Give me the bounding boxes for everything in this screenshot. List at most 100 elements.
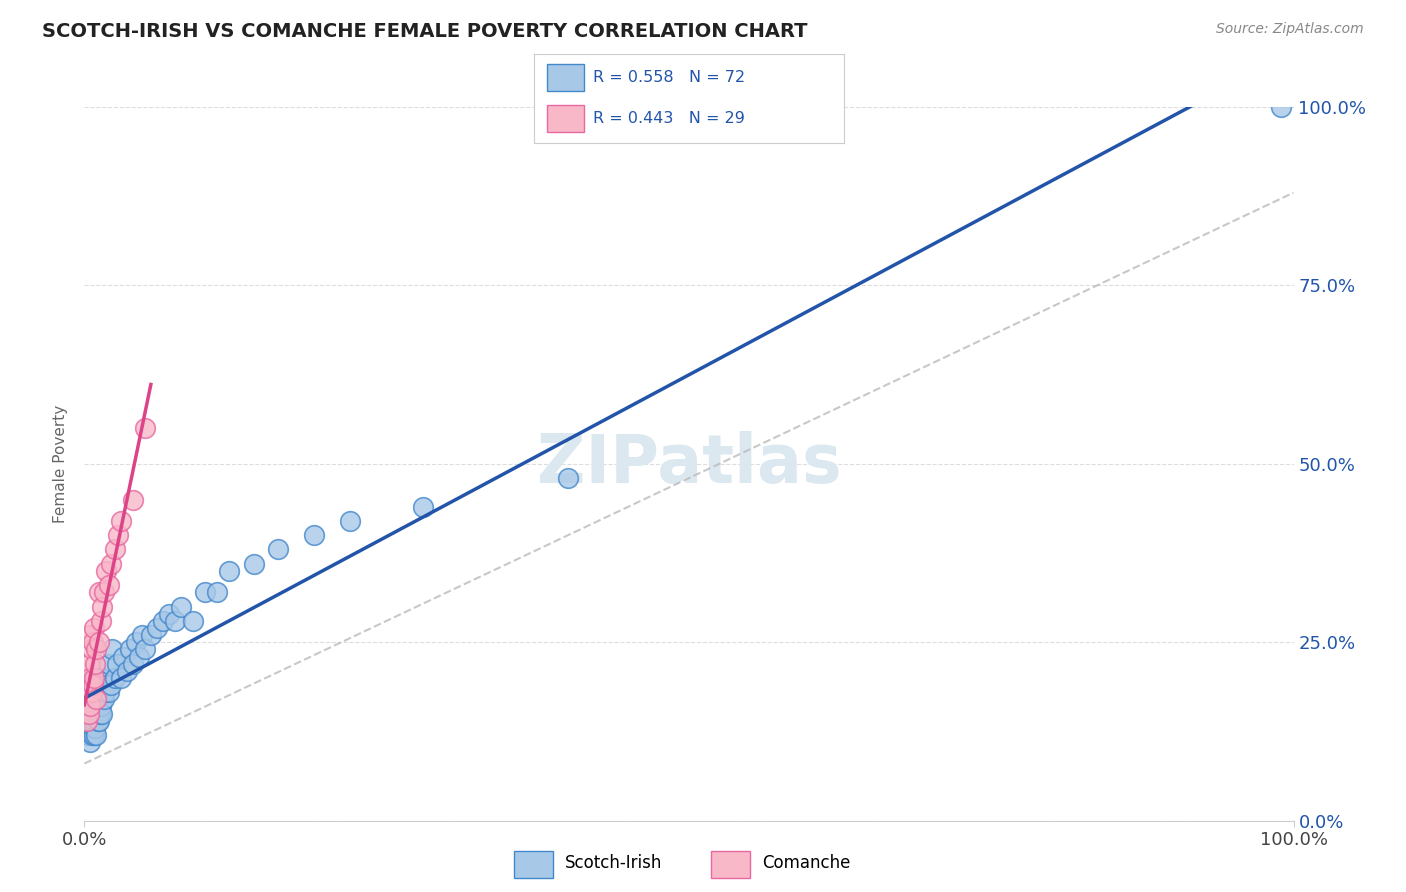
FancyBboxPatch shape <box>711 851 751 878</box>
Point <box>80 685 103 699</box>
Point <box>104 542 127 557</box>
Point <box>115 664 138 678</box>
Point <box>87 585 110 599</box>
Point <box>91 599 114 614</box>
Point <box>83 671 105 685</box>
Point <box>77 685 100 699</box>
Point <box>86 728 108 742</box>
Point <box>105 657 128 671</box>
Point <box>120 642 142 657</box>
Text: ZIPatlas: ZIPatlas <box>537 431 841 497</box>
Point <box>93 585 115 599</box>
Point <box>80 699 103 714</box>
Point <box>104 671 127 685</box>
Point <box>89 706 111 721</box>
Point <box>80 714 103 728</box>
Point <box>82 692 104 706</box>
Point <box>84 706 107 721</box>
Point <box>112 649 135 664</box>
Point <box>77 721 100 735</box>
Point <box>94 685 117 699</box>
Point <box>97 657 120 671</box>
Point <box>80 728 103 742</box>
Point <box>82 678 104 692</box>
Point <box>87 635 110 649</box>
Point <box>80 642 103 657</box>
Point <box>94 678 117 692</box>
Point <box>90 614 112 628</box>
Point <box>110 671 132 685</box>
Point <box>77 699 100 714</box>
Point <box>87 714 110 728</box>
Point <box>77 706 100 721</box>
Point <box>83 714 105 728</box>
Point <box>181 614 204 628</box>
Point <box>110 514 132 528</box>
Point <box>125 635 148 649</box>
Point <box>83 621 105 635</box>
Point <box>82 671 104 685</box>
Point <box>91 671 114 685</box>
Point <box>412 500 434 514</box>
Point <box>146 621 169 635</box>
Y-axis label: Female Poverty: Female Poverty <box>53 405 69 523</box>
Point <box>79 628 101 642</box>
Point <box>152 614 174 628</box>
Point <box>242 557 264 571</box>
Point <box>93 692 115 706</box>
Point <box>76 728 98 742</box>
Point <box>121 657 143 671</box>
Point <box>302 528 325 542</box>
Point <box>218 564 240 578</box>
Text: Source: ZipAtlas.com: Source: ZipAtlas.com <box>1216 22 1364 37</box>
Point <box>79 721 101 735</box>
FancyBboxPatch shape <box>547 105 583 132</box>
Point <box>86 692 108 706</box>
Text: Scotch-Irish: Scotch-Irish <box>565 854 662 872</box>
Point <box>87 685 110 699</box>
Point <box>170 599 193 614</box>
Point <box>86 714 108 728</box>
Point <box>194 585 217 599</box>
Point <box>165 614 187 628</box>
Point <box>128 649 150 664</box>
Point <box>79 735 101 749</box>
Point <box>83 728 105 742</box>
Point <box>101 642 124 657</box>
Point <box>83 671 105 685</box>
Point <box>207 585 229 599</box>
Point <box>557 471 579 485</box>
Point <box>339 514 361 528</box>
Point <box>86 692 108 706</box>
Point <box>97 685 120 699</box>
FancyBboxPatch shape <box>515 851 554 878</box>
Point <box>157 607 180 621</box>
Text: R = 0.443   N = 29: R = 0.443 N = 29 <box>593 112 745 126</box>
Point <box>1270 100 1292 114</box>
Point <box>79 706 101 721</box>
Point <box>82 706 104 721</box>
Point <box>134 421 156 435</box>
Point <box>77 657 100 671</box>
Point <box>79 671 101 685</box>
Text: SCOTCH-IRISH VS COMANCHE FEMALE POVERTY CORRELATION CHART: SCOTCH-IRISH VS COMANCHE FEMALE POVERTY … <box>42 22 807 41</box>
Point <box>100 678 122 692</box>
Point <box>91 706 114 721</box>
Point <box>76 714 98 728</box>
Point <box>80 678 103 692</box>
Point <box>131 628 153 642</box>
Point <box>94 564 117 578</box>
Point <box>267 542 290 557</box>
Text: Comanche: Comanche <box>762 854 851 872</box>
Point <box>79 699 101 714</box>
Point <box>134 642 156 657</box>
Point <box>97 578 120 592</box>
Point <box>84 657 107 671</box>
Point <box>90 699 112 714</box>
Point <box>121 492 143 507</box>
Point <box>139 628 162 642</box>
Point <box>86 642 108 657</box>
Point <box>84 721 107 735</box>
Point <box>77 714 100 728</box>
Point <box>83 699 105 714</box>
